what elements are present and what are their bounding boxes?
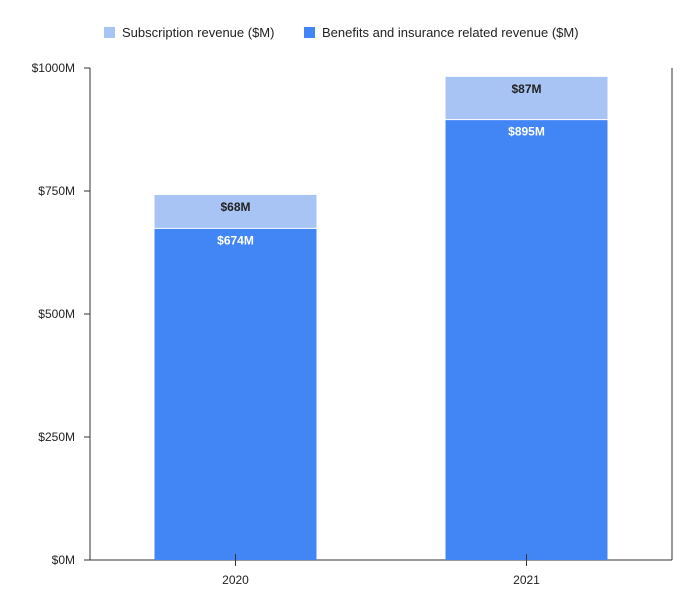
y-tick-label: $1000M — [32, 61, 75, 75]
data-label: $68M — [220, 200, 250, 214]
y-tick-label: $0M — [52, 553, 75, 567]
bar-segment — [154, 228, 317, 560]
y-tick-label: $500M — [38, 307, 75, 321]
bar-segment — [154, 194, 317, 229]
data-label: $87M — [511, 82, 541, 96]
y-tick-label: $750M — [38, 184, 75, 198]
x-tick-label: 2021 — [513, 573, 540, 587]
legend-label: Subscription revenue ($M) — [122, 25, 274, 40]
bar-segment — [445, 119, 608, 560]
y-tick-label: $250M — [38, 430, 75, 444]
data-label: $895M — [508, 125, 545, 139]
bar-segment — [445, 76, 608, 120]
legend-swatch — [304, 27, 315, 38]
x-tick-label: 2020 — [222, 573, 249, 587]
legend-swatch — [104, 27, 115, 38]
data-label: $674M — [217, 233, 254, 247]
legend-label: Benefits and insurance related revenue (… — [322, 25, 579, 40]
